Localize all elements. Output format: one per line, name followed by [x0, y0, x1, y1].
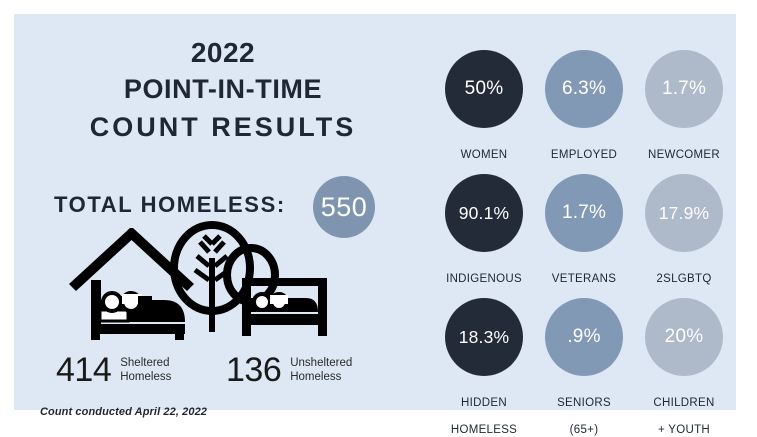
stat-cell-seniors: .9% SENIORS (65+): [534, 298, 634, 437]
stat-circle-children-youth: 20%: [645, 298, 723, 376]
title-year: 2022: [190, 37, 256, 68]
stat-cell-2slgbtq: 17.9% 2SLGBTQ: [634, 174, 734, 286]
stat-label-children-youth-line-2: + YOUTH: [657, 423, 711, 436]
stat-circle-hidden-homeless: 18.3%: [445, 298, 523, 376]
stat-label-children-youth: CHILDREN + YOUTH: [634, 383, 734, 437]
title-line-2: POINT-IN-TIME: [123, 74, 323, 104]
stat-label-hidden-homeless: HIDDEN HOMELESS: [434, 383, 534, 437]
unsheltered-stat: 136 Unsheltered Homeless: [226, 350, 352, 390]
shelter-breakdown: 414 Sheltered Homeless 136 Unsheltered H…: [40, 350, 420, 396]
stat-cell-newcomer: 1.7% NEWCOMER: [634, 50, 734, 162]
stat-cell-veterans: 1.7% VETERANS: [534, 174, 634, 286]
stat-cell-hidden-homeless: 18.3% HIDDEN HOMELESS: [434, 298, 534, 437]
page-title: 2022 POINT-IN-TIME COUNT RESULTS: [40, 36, 406, 146]
title-line-3: COUNT RESULTS: [89, 112, 357, 142]
unsheltered-caption-line-1: Unsheltered: [290, 357, 353, 369]
sheltered-number: 414: [56, 351, 112, 389]
roof-shape: [69, 228, 194, 291]
unsheltered-caption-line-2: Homeless: [290, 371, 342, 383]
footnote: Count conducted April 22, 2022: [40, 406, 208, 418]
outdoor-bed-headboard: [242, 278, 251, 332]
stat-label-indigenous: INDIGENOUS: [434, 259, 534, 286]
stat-cell-indigenous: 90.1% INDIGENOUS: [434, 174, 534, 286]
infographic-slide: 2022 POINT-IN-TIME COUNT RESULTS TOTAL H…: [14, 14, 736, 436]
unsheltered-number: 136: [226, 351, 282, 389]
stat-label-veterans-line-1: VETERANS: [551, 272, 617, 285]
stat-label-seniors: SENIORS (65+): [534, 383, 634, 437]
stat-label-hidden-homeless-line-2: HOMELESS: [450, 423, 518, 436]
stat-label-2slgbtq: 2SLGBTQ: [634, 259, 734, 286]
stat-circle-seniors: .9%: [545, 298, 623, 376]
tree-canopy: [170, 221, 254, 315]
stat-label-seniors-line-1: SENIORS: [557, 396, 611, 409]
stat-label-newcomer-line-1: NEWCOMER: [647, 148, 721, 161]
outdoor-head-1: [252, 292, 272, 312]
stat-label-seniors-line-2: (65+): [569, 423, 599, 436]
statistics-circle-grid: 50% WOMEN 6.3% EMPLOYED 1.7% NEWCOMER 90…: [426, 44, 736, 436]
indoor-head-1: [101, 291, 123, 313]
stat-label-2slgbtq-line-1: 2SLGBTQ: [656, 272, 712, 285]
sheltered-unsheltered-illustration: [44, 218, 334, 346]
stat-label-employed: EMPLOYED: [534, 135, 634, 162]
stat-label-women: WOMEN: [434, 135, 534, 162]
stat-circle-women: 50%: [445, 50, 523, 128]
stat-label-indigenous-line-1: INDIGENOUS: [446, 272, 522, 285]
total-homeless-label: TOTAL HOMELESS:: [54, 192, 286, 217]
stat-cell-children-youth: 20% CHILDREN + YOUTH: [634, 298, 734, 437]
unsheltered-caption: Unsheltered Homeless: [290, 356, 352, 384]
stat-cell-employed: 6.3% EMPLOYED: [534, 50, 634, 162]
stat-label-employed-line-1: EMPLOYED: [550, 148, 618, 161]
stat-circle-veterans: 1.7%: [545, 174, 623, 252]
sheltered-caption-line-2: Homeless: [120, 371, 172, 383]
stat-cell-women: 50% WOMEN: [434, 50, 534, 162]
stat-label-children-youth-line-1: CHILDREN: [653, 396, 715, 409]
stat-circle-employed: 6.3%: [545, 50, 623, 128]
outdoor-bed-footboard: [318, 278, 327, 332]
content-panel: 2022 POINT-IN-TIME COUNT RESULTS TOTAL H…: [14, 14, 736, 436]
sheltered-caption: Sheltered Homeless: [120, 356, 171, 384]
stat-label-newcomer: NEWCOMER: [634, 135, 734, 162]
indoor-bed-base: [91, 324, 185, 334]
stat-label-veterans: VETERANS: [534, 259, 634, 286]
indoor-bed-headboard: [91, 280, 101, 330]
stat-circle-indigenous: 90.1%: [445, 174, 523, 252]
total-homeless-row: TOTAL HOMELESS: 550: [46, 176, 406, 238]
stat-circle-2slgbtq: 17.9%: [645, 174, 723, 252]
stat-label-hidden-homeless-line-1: HIDDEN: [461, 396, 507, 409]
tree-trunk: [209, 258, 215, 332]
sheltered-caption-line-1: Sheltered: [120, 357, 170, 369]
stat-circle-newcomer: 1.7%: [645, 50, 723, 128]
sheltered-stat: 414 Sheltered Homeless: [56, 350, 171, 390]
outdoor-bed-base: [242, 314, 327, 325]
stat-label-women-line-1: WOMEN: [460, 148, 508, 161]
total-homeless-value-circle: 550: [313, 176, 375, 238]
